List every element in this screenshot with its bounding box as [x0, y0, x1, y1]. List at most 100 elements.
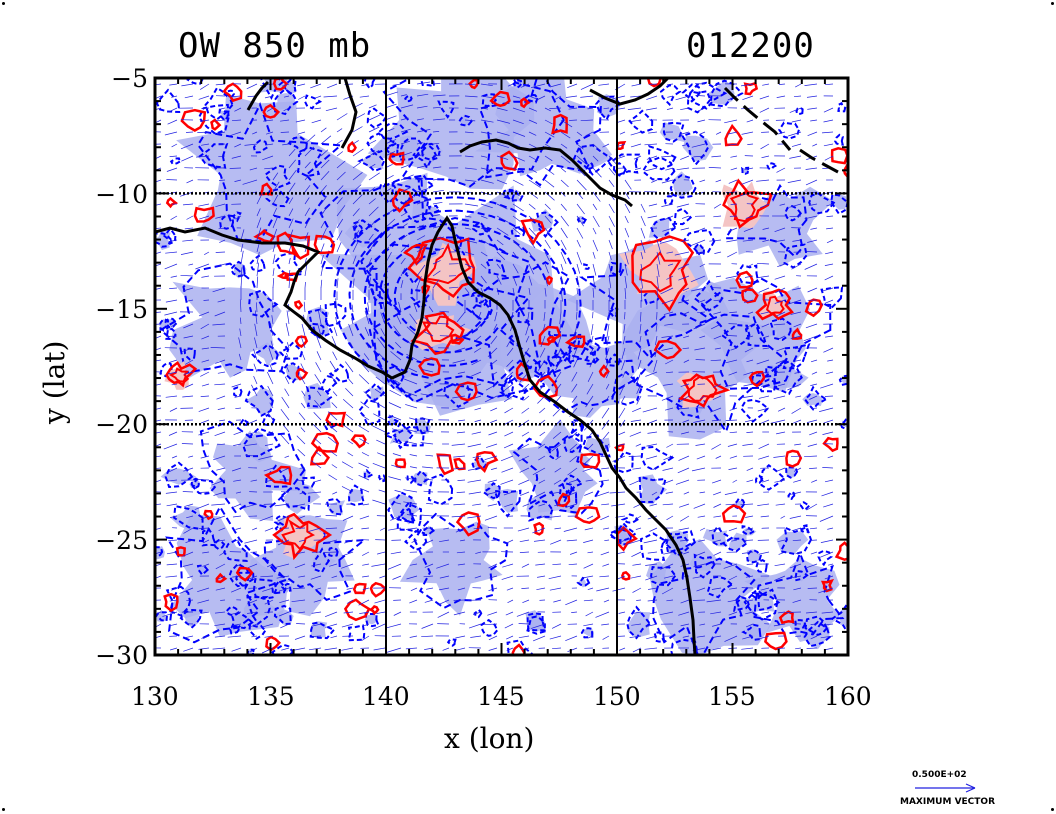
wind-vector: [665, 359, 674, 365]
negative-contour-cell: [639, 532, 666, 561]
wind-vector: [807, 131, 818, 137]
negative-contour-cell: [799, 501, 811, 512]
wind-vector: [824, 83, 834, 86]
wind-vector: [183, 647, 194, 652]
wind-vector: [503, 419, 514, 426]
wind-vector: [555, 359, 562, 371]
wind-vector: [661, 395, 674, 401]
negative-fill-cell: [364, 614, 379, 625]
wind-vector: [698, 539, 706, 542]
wind-vector: [458, 419, 466, 422]
negative-contour-cell: [499, 375, 515, 399]
negative-contour-cell: [694, 241, 706, 256]
negative-contour-cell: [779, 525, 813, 556]
wind-vector: [692, 599, 706, 601]
wind-vector: [825, 251, 834, 255]
wind-vector: [806, 503, 818, 511]
wind-vector: [432, 142, 440, 145]
wind-vector: [622, 371, 626, 378]
wind-vector: [480, 95, 493, 99]
wind-vector: [420, 442, 434, 445]
wind-vector: [697, 299, 706, 303]
wind-vector: [660, 287, 674, 295]
wind-vector: [315, 515, 322, 518]
wind-vector: [375, 376, 386, 385]
wind-vector: [453, 611, 466, 616]
wind-vectors: [155, 81, 834, 654]
wind-vector: [592, 143, 601, 152]
wind-vector: [286, 310, 290, 325]
positive-contour: [631, 235, 695, 313]
wind-vector: [521, 431, 530, 437]
negative-contour-cell: [320, 375, 338, 393]
wind-vector: [822, 431, 834, 435]
positive-contour-cell: [369, 581, 388, 598]
wind-vector: [608, 167, 616, 176]
positive-contour-cell: [235, 566, 254, 582]
wind-vector: [690, 275, 706, 283]
wind-vector: [184, 95, 194, 99]
wind-vector: [352, 230, 360, 241]
wind-vector: [663, 311, 674, 315]
wind-vector: [432, 94, 446, 97]
wind-vector: [516, 611, 530, 617]
wind-vector: [624, 227, 630, 238]
wind-vector: [388, 476, 402, 481]
wind-vector: [400, 267, 406, 277]
wind-vector: [330, 635, 338, 639]
wind-vector: [591, 335, 594, 343]
wind-vector: [695, 443, 706, 446]
wind-vector: [310, 575, 322, 580]
wind-vector: [746, 263, 754, 268]
wind-vector: [432, 279, 440, 289]
wind-vector: [307, 491, 322, 494]
wind-vector: [576, 155, 587, 165]
wind-vector: [313, 599, 322, 603]
wind-vector: [793, 95, 802, 98]
corner-dot-bottom-left: [2, 808, 5, 811]
wind-vector: [304, 161, 311, 169]
wind-vector: [218, 227, 226, 230]
y-tick-label: −25: [95, 526, 148, 555]
wind-vector: [361, 635, 370, 641]
wind-vector: [270, 323, 274, 337]
wind-vector: [452, 395, 466, 399]
wind-vector: [592, 155, 599, 162]
wind-vector: [506, 335, 514, 348]
wind-vector: [341, 647, 354, 651]
wind-vector: [560, 155, 571, 164]
wind-vector: [645, 563, 658, 566]
wind-vector: [563, 527, 578, 532]
wind-vector: [329, 360, 338, 373]
wind-vector: [400, 257, 406, 265]
wind-vector: [254, 310, 258, 325]
wind-vector: [280, 119, 290, 122]
positive-contour-cell: [804, 298, 823, 318]
wind-vector: [464, 239, 478, 244]
wind-vector: [216, 443, 226, 446]
wind-vector: [710, 407, 722, 413]
wind-vector: [333, 327, 338, 337]
wind-vector: [528, 179, 541, 188]
coastline-new-guinea: [340, 78, 358, 149]
wind-vector: [680, 539, 690, 542]
wind-vector: [182, 563, 194, 567]
wind-vector: [247, 611, 258, 614]
wind-vector: [823, 503, 834, 508]
wind-vector: [714, 347, 722, 350]
wind-vector: [451, 515, 466, 518]
negative-fill-region: [438, 256, 593, 384]
wind-vector: [744, 299, 754, 303]
negative-contour-cell: [733, 596, 750, 612]
wind-vector: [304, 217, 311, 229]
wind-vector: [576, 287, 578, 295]
wind-vector: [793, 419, 802, 424]
wind-vector: [201, 383, 210, 387]
wind-vector: [345, 414, 354, 421]
wind-vector: [400, 151, 412, 157]
negative-contour-cell: [173, 504, 204, 531]
wind-vector: [559, 323, 562, 332]
positive-contour-cell: [309, 445, 331, 466]
wind-vector: [576, 203, 585, 215]
positive-contour-cell: [222, 82, 243, 103]
